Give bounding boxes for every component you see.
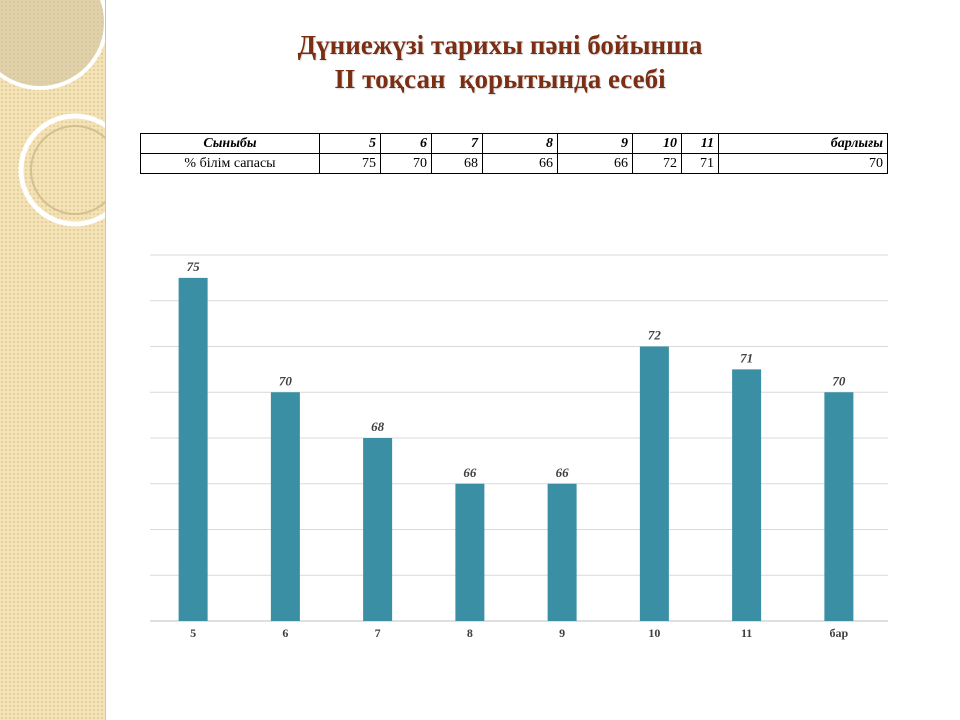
table-header-cell: 7 [431,133,483,154]
data-label: 70 [279,373,293,388]
table-cell: % білім сапасы [140,153,320,174]
data-label: 68 [371,419,385,434]
bar [732,369,762,621]
table-cell: 68 [431,153,483,174]
bar [455,483,485,621]
x-tick-label: 5 [190,626,196,640]
table-cell: 66 [482,153,558,174]
data-label: 71 [740,350,753,365]
decorative-rings [0,0,105,227]
table-cell: 72 [632,153,682,174]
x-tick-label: 7 [375,626,381,640]
table-cell: 71 [681,153,719,174]
table-header-cell: 6 [380,133,432,154]
x-tick-label: 11 [741,626,752,640]
table-header-row: Сыныбы 5 6 7 8 9 10 11 барлығы [140,133,888,154]
x-tick-label: 6 [282,626,288,640]
table-header-cell: барлығы [718,133,888,154]
data-label: 70 [832,373,846,388]
table-header-cell: 10 [632,133,682,154]
table-cell: 70 [718,153,888,174]
bar [270,392,300,621]
bar [639,346,669,621]
page-title: Дүниежүзі тарихы пәні бойынша ІІ тоқсан … [170,28,830,96]
table-header-cell: 11 [681,133,719,154]
bar [363,438,393,621]
data-label: 66 [463,465,477,480]
table-header-cell: 8 [482,133,558,154]
data-label: 75 [187,259,201,274]
table-value-row: % білім сапасы 75 70 68 66 66 72 71 70 [140,153,888,174]
table-cell: 66 [557,153,633,174]
grades-table: Сыныбы 5 6 7 8 9 10 11 барлығы % білім с… [140,133,888,174]
table-cell: 75 [319,153,381,174]
data-label: 72 [648,328,662,343]
table-header-cell: 5 [319,133,381,154]
bar [547,483,577,621]
x-tick-label: 8 [467,626,473,640]
decorative-side-panel [0,0,106,720]
title-line-2: ІІ тоқсан қорытында есебі [334,64,666,94]
bar [178,277,208,621]
x-tick-label: 9 [559,626,565,640]
bar [824,392,854,621]
x-tick-label: 10 [648,626,660,640]
data-label: 66 [556,465,570,480]
title-line-1: Дүниежүзі тарихы пәні бойынша [297,30,703,60]
x-tick-label: бар [830,626,849,640]
table-header-cell: 9 [557,133,633,154]
table-cell: 70 [380,153,432,174]
table-header-cell: Сыныбы [140,133,320,154]
